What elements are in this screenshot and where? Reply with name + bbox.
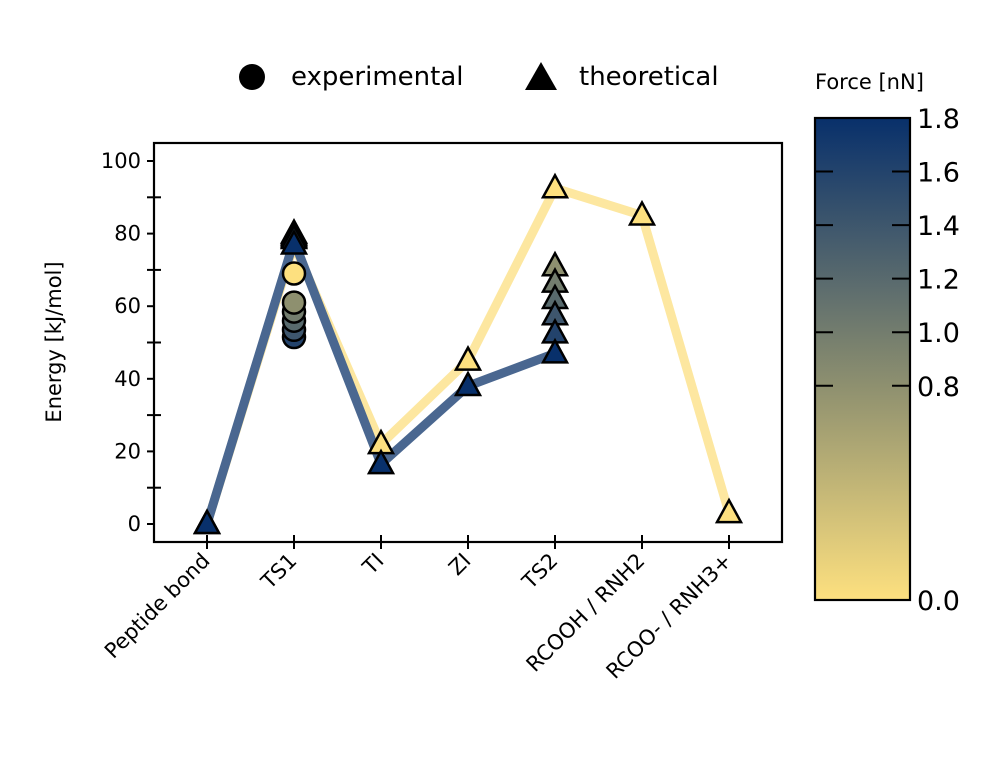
theoretical-point: [540, 337, 570, 364]
y-tick-label: 80: [114, 222, 141, 246]
x-tick-label: Peptide bond: [100, 549, 215, 664]
y-tick-label: 0: [128, 512, 141, 536]
theoretical-point: [366, 448, 396, 475]
colorbar-tick-label: 1.0: [917, 318, 960, 349]
colorbar-tick-label: 1.8: [917, 104, 960, 135]
theoretical-point: [540, 172, 570, 199]
theoretical-point: [192, 508, 222, 535]
experimental-point: [281, 290, 307, 315]
colorbar-gradient: [813, 116, 912, 602]
legend-triangle-icon: [525, 62, 557, 90]
plot-markers: [192, 172, 744, 535]
legend: experimental theoretical: [239, 62, 719, 92]
colorbar-title: Force [nN]: [815, 70, 924, 94]
colorbar-ticks: 0.0 0.8 1.0 1.2 1.4 1.6 1.8: [815, 104, 960, 617]
legend-label-experimental: experimental: [291, 62, 464, 92]
theoretical-point: [453, 370, 483, 397]
y-tick-label: 100: [101, 149, 141, 173]
colorbar: Force [nN] 0.0 0.8 1.0 1.2 1.4 1.6 1.8: [813, 70, 960, 617]
y-axis-label: Energy [kJ/mol]: [42, 261, 66, 422]
colorbar-tick-label: 0.8: [917, 372, 960, 403]
y-tick-label: 40: [114, 367, 141, 391]
legend-circle-icon: [239, 64, 265, 90]
colorbar-tick-label: 0.0: [917, 586, 960, 617]
y-tick-label: 20: [114, 439, 141, 463]
theoretical-point: [453, 345, 483, 371]
colorbar-tick-label: 1.2: [917, 265, 960, 296]
y-axis: 0 20 40 60 80 100: [101, 149, 161, 536]
x-tick-label: ZI: [444, 549, 476, 581]
y-tick-label: 60: [114, 294, 141, 318]
experimental-point: [281, 261, 307, 286]
theoretical-point: [627, 199, 657, 226]
axes-frame: [152, 141, 784, 544]
x-tick-label: TI: [357, 549, 388, 580]
colorbar-tick-label: 1.4: [917, 211, 960, 242]
theoretical-point: [714, 497, 744, 524]
x-tick-label: TS2: [517, 549, 563, 595]
x-tick-label: TS1: [256, 549, 302, 595]
legend-label-theoretical: theoretical: [579, 62, 719, 92]
colorbar-tick-label: 1.6: [917, 158, 960, 189]
theoretical-point: [279, 228, 309, 255]
